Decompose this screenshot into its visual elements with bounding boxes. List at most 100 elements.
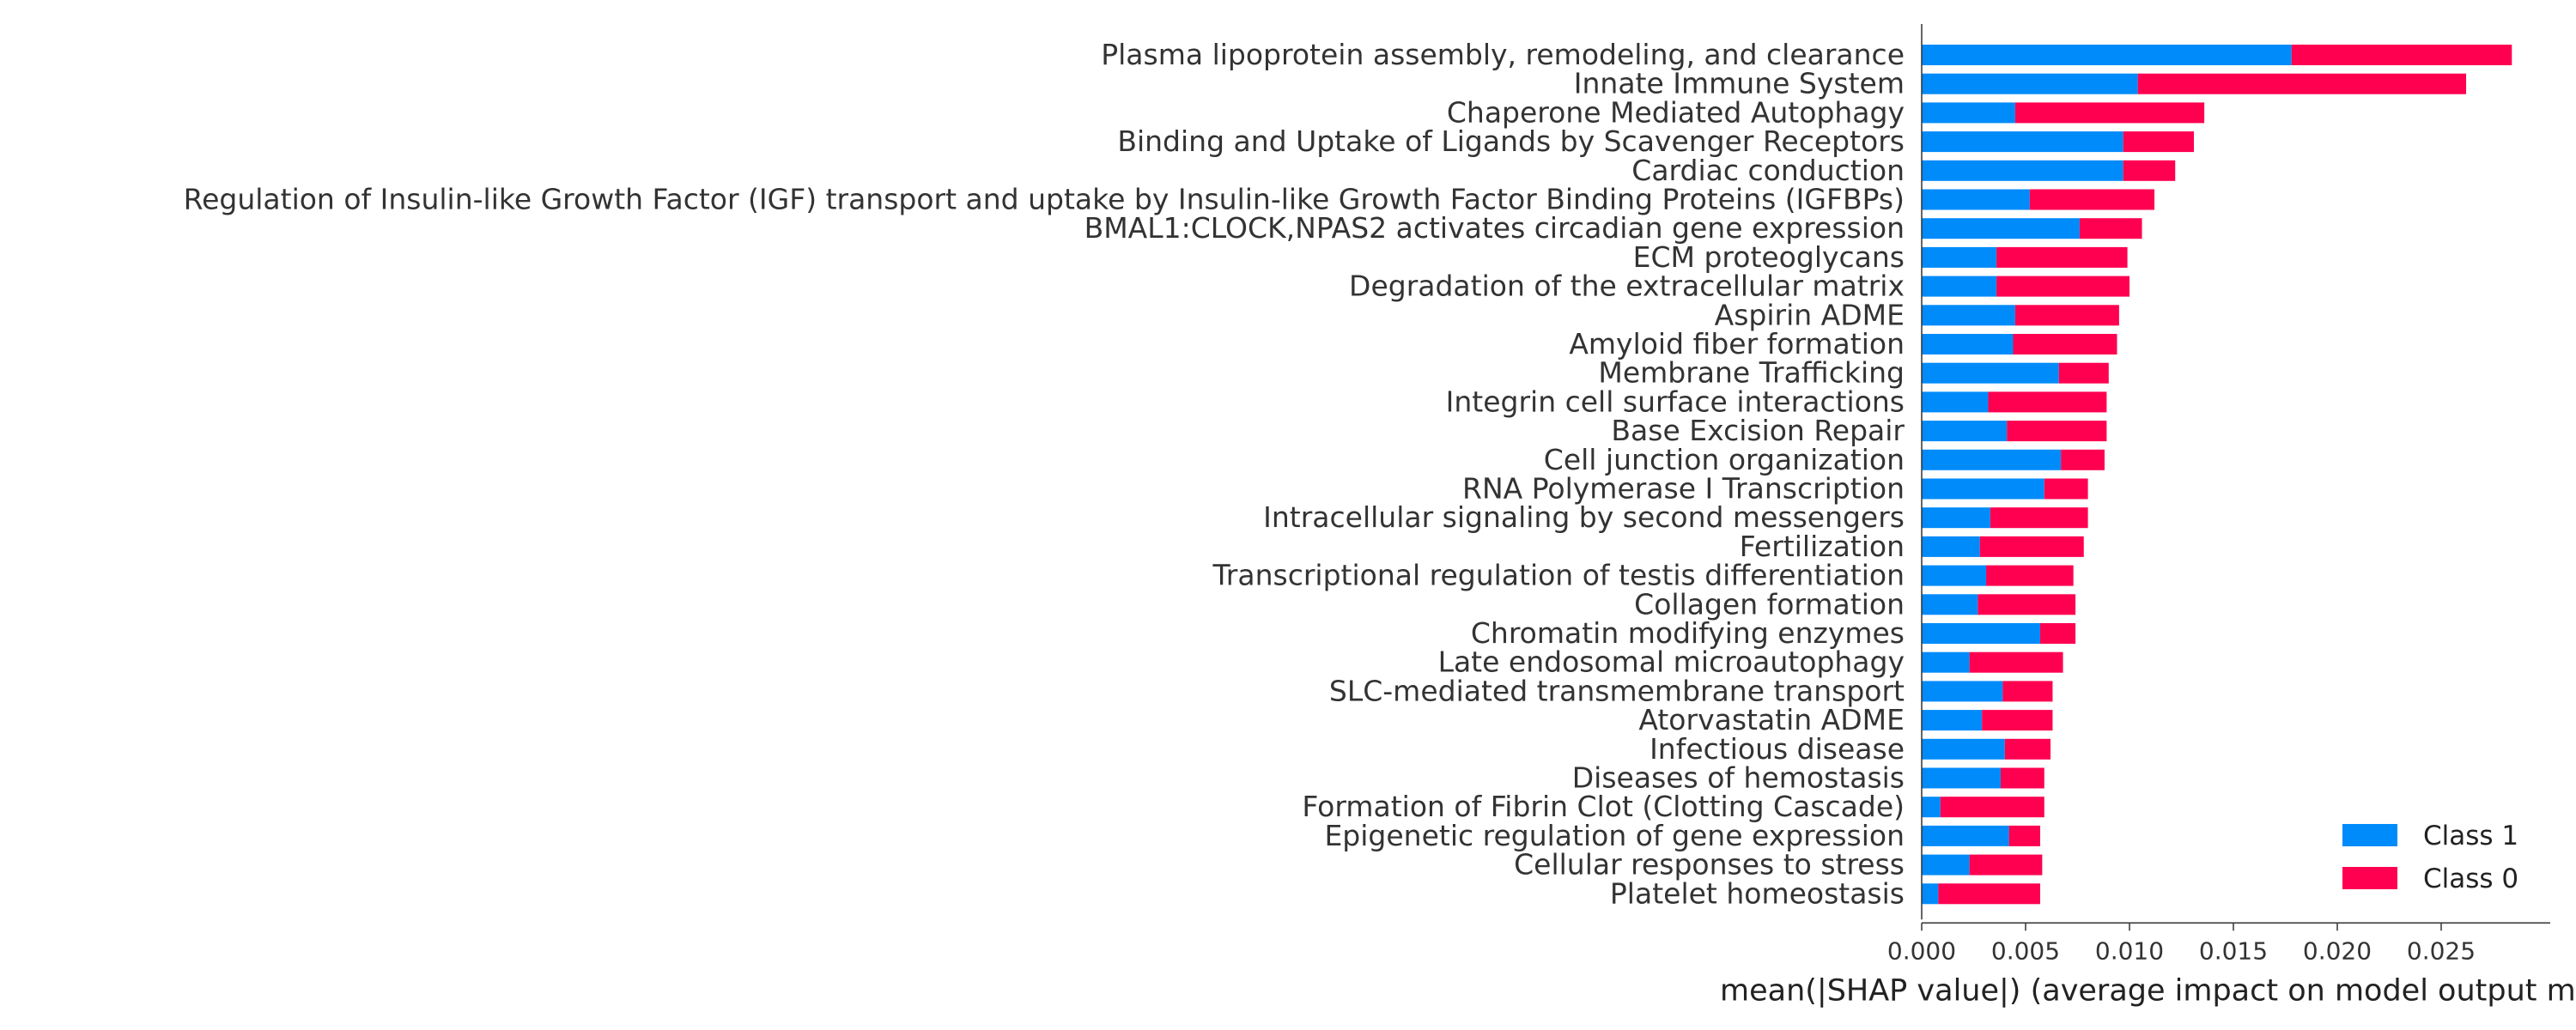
bar-class-1: [1922, 594, 1978, 615]
bar-class-1: [1922, 391, 1989, 413]
category-label: Epigenetic regulation of gene expression: [1324, 819, 1905, 852]
bar-class-0: [1969, 854, 2043, 876]
category-label: Diseases of hemostasis: [1572, 761, 1905, 795]
bar-class-1: [1922, 160, 2123, 181]
category-labels: Plasma lipoprotein assembly, remodeling,…: [184, 38, 1905, 910]
bar-class-1: [1922, 507, 1990, 529]
x-tick-label: 0.015: [2199, 936, 2268, 965]
category-label: Regulation of Insulin-like Growth Factor…: [184, 183, 1905, 216]
category-label: Collagen formation: [1634, 587, 1905, 621]
legend-label: Class 0: [2423, 863, 2518, 894]
legend: Class 1 Class 0: [2342, 821, 2518, 894]
legend-swatch-class-0: [2342, 867, 2397, 889]
bar-class-0: [2000, 767, 2044, 789]
bar-class-1: [1922, 276, 1997, 297]
bar-class-0: [2058, 362, 2109, 384]
category-label: Binding and Uptake of Ligands by Scaveng…: [1117, 124, 1905, 158]
x-axis-ticks: 0.000 0.005 0.010 0.015 0.020 0.025: [1887, 923, 2476, 965]
bar-class-1: [1922, 334, 2014, 354]
x-tick-label: 0.005: [1991, 936, 2060, 965]
bar-class-1: [1922, 681, 2003, 702]
bar-class-1: [1922, 710, 1983, 731]
bar-class-1: [1922, 102, 2015, 124]
category-label: Amyloid fiber formation: [1569, 327, 1905, 360]
bar-class-1: [1922, 854, 1970, 876]
bar-class-0: [1996, 246, 2128, 268]
bar-class-0: [1969, 651, 2063, 673]
category-label: RNA Polymerase I Transcription: [1462, 472, 1905, 506]
bar-class-1: [1922, 825, 2009, 846]
category-label: Formation of Fibrin Clot (Clotting Casca…: [1302, 790, 1905, 823]
bar-class-1: [1922, 623, 2040, 644]
legend-label: Class 1: [2423, 821, 2518, 851]
bar-class-0: [2004, 738, 2051, 760]
category-label: Fertilization: [1740, 530, 1905, 563]
bar-class-0: [2044, 478, 2088, 500]
bar-class-0: [2123, 160, 2176, 181]
x-tick-label: 0.000: [1887, 936, 1956, 965]
category-label: Cellular responses to stress: [1514, 848, 1905, 882]
bar-class-1: [1922, 218, 2080, 239]
category-label: Membrane Trafficking: [1598, 356, 1905, 390]
bar-class-0: [2123, 131, 2195, 153]
category-label: Base Excision Repair: [1611, 414, 1905, 447]
category-label: Infectious disease: [1649, 732, 1905, 766]
bar-class-0: [2079, 218, 2142, 239]
bar-class-0: [1982, 710, 2053, 731]
bar-class-0: [2007, 421, 2107, 442]
bar-class-1: [1922, 767, 2001, 789]
category-label: Integrin cell surface interactions: [1446, 385, 1905, 418]
bars: [1922, 45, 2512, 905]
category-label: Aspirin ADME: [1715, 298, 1905, 331]
bar-class-0: [1979, 536, 2084, 557]
category-label: Innate Immune System: [1574, 67, 1905, 100]
bar-class-0: [1938, 883, 2040, 905]
category-label: ECM proteoglycans: [1633, 240, 1905, 274]
bar-class-1: [1922, 738, 2005, 760]
bar-class-0: [2137, 73, 2467, 94]
category-label: Cell junction organization: [1544, 443, 1905, 476]
category-label: Intracellular signaling by second messen…: [1263, 500, 1905, 534]
bar-class-0: [2014, 305, 2119, 326]
bar-class-0: [1996, 276, 2129, 297]
bar-class-1: [1922, 536, 1980, 557]
bar-class-0: [2014, 102, 2205, 124]
category-label: Chromatin modifying enzymes: [1471, 616, 1905, 650]
legend-swatch-class-1: [2342, 824, 2397, 846]
bar-class-1: [1922, 362, 2059, 384]
bar-class-1: [1922, 189, 2030, 210]
bar-class-0: [2061, 449, 2105, 470]
category-label: Late endosomal microautophagy: [1438, 645, 1905, 679]
category-label: Plasma lipoprotein assembly, remodeling,…: [1101, 38, 1905, 71]
bar-class-1: [1922, 565, 1987, 586]
bar-class-1: [1922, 73, 2138, 94]
category-label: Degradation of the extracellular matrix: [1349, 270, 1905, 303]
bar-class-0: [1986, 565, 2074, 586]
bar-class-1: [1922, 883, 1939, 905]
category-label: Transcriptional regulation of testis dif…: [1212, 559, 1905, 592]
bar-class-1: [1922, 651, 1970, 673]
category-label: Platelet homeostasis: [1610, 876, 1905, 910]
bar-class-0: [2013, 334, 2117, 354]
x-axis-title: mean(|SHAP value|) (average impact on mo…: [1720, 973, 2576, 1008]
bar-class-0: [1990, 507, 2088, 529]
bar-class-1: [1922, 305, 2015, 326]
category-label: BMAL1:CLOCK,NPAS2 activates circadian ge…: [1084, 211, 1905, 245]
bar-class-0: [2008, 825, 2040, 846]
bar-class-0: [1940, 797, 2044, 818]
bar-class-1: [1922, 421, 2008, 442]
bar-class-1: [1922, 246, 1997, 268]
bar-class-0: [2029, 189, 2155, 210]
x-tick-label: 0.025: [2407, 936, 2476, 965]
bar-class-0: [1988, 391, 2107, 413]
bar-class-0: [1978, 594, 2076, 615]
category-label: Chaperone Mediated Autophagy: [1447, 95, 1905, 129]
bar-class-1: [1922, 45, 2292, 65]
bar-class-1: [1922, 449, 2062, 470]
category-label: SLC-mediated transmembrane transport: [1329, 674, 1905, 707]
bar-class-0: [2002, 681, 2053, 702]
bar-class-1: [1922, 131, 2123, 153]
bar-class-1: [1922, 797, 1941, 818]
bar-class-0: [2291, 45, 2512, 65]
